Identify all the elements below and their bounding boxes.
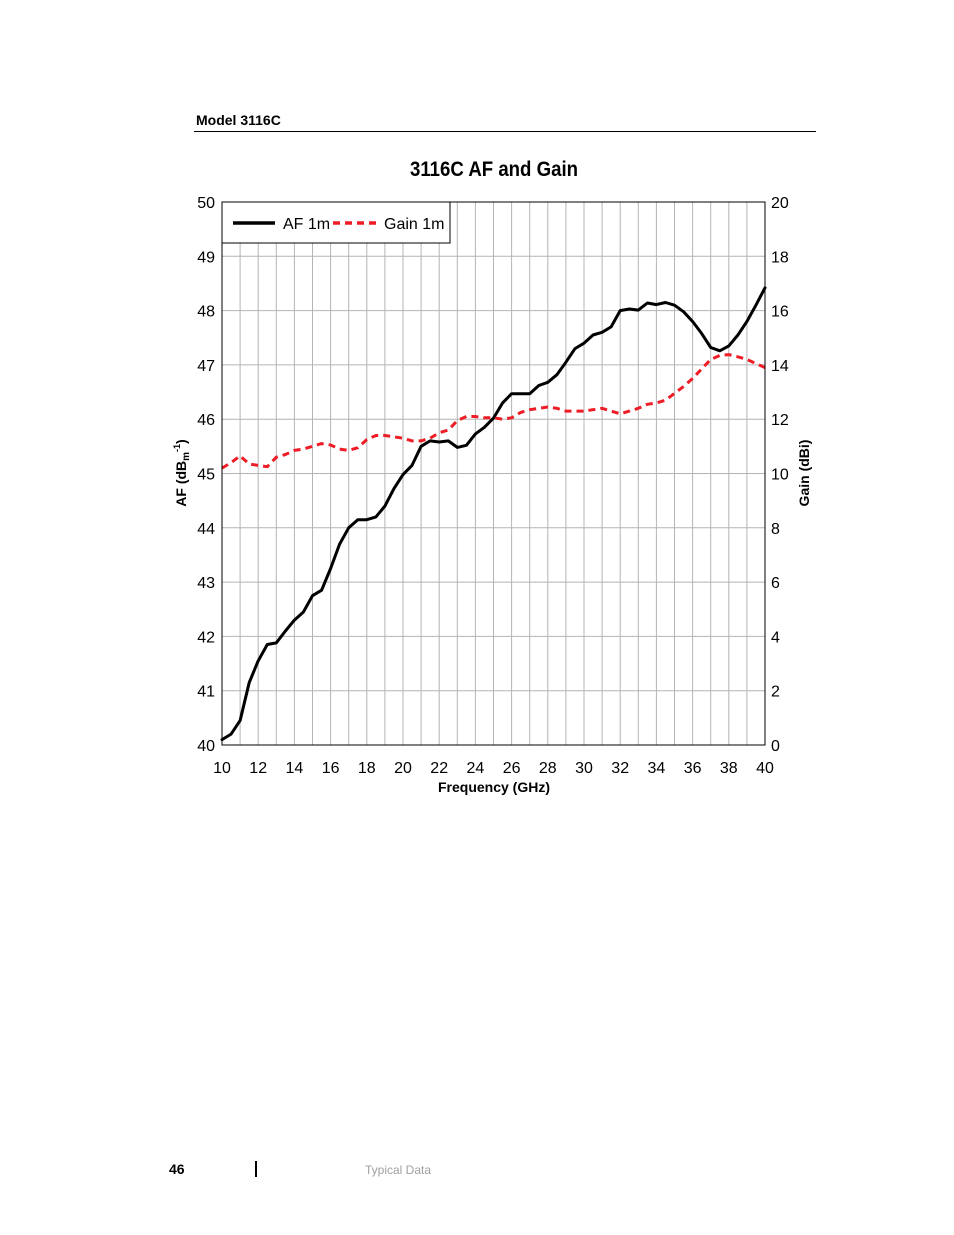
left-y-tick-label: 48 [197,304,215,321]
left-y-tick-label: 44 [197,521,215,538]
left-y-axis-label-end: ) [173,439,189,444]
left-y-tick-label: 47 [197,358,215,375]
page-number: 46 [169,1161,185,1177]
left-y-axis-label-sup: -1 [172,444,182,452]
right-y-tick-label: 14 [771,358,789,375]
left-y-axis-label: AF (dBm-1) [172,439,192,506]
x-tick-label: 14 [286,760,304,777]
left-y-tick-label: 45 [197,467,215,484]
header-divider [194,131,816,132]
right-y-tick-label: 6 [771,575,780,592]
left-y-tick-labels: 40 41 42 43 44 45 46 47 48 49 50 [197,195,215,755]
x-tick-label: 34 [648,760,666,777]
model-label: Model 3116C [196,112,281,128]
right-y-tick-label: 16 [771,304,789,321]
left-y-tick-label: 40 [197,738,215,755]
x-tick-label: 38 [720,760,738,777]
x-tick-label: 22 [430,760,448,777]
right-y-tick-label: 10 [771,467,789,484]
x-tick-label: 10 [213,760,231,777]
legend-label-af: AF 1m [283,216,330,233]
footer-separator [255,1161,257,1177]
x-tick-label: 16 [322,760,340,777]
x-tick-label: 26 [503,760,521,777]
left-y-tick-label: 46 [197,412,215,429]
right-y-tick-label: 12 [771,412,789,429]
grid-lines [221,201,766,746]
plot-frame [221,201,766,746]
left-y-tick-label: 49 [197,249,215,266]
right-y-tick-label: 2 [771,684,780,701]
footer-section-title: Typical Data [365,1163,432,1177]
x-tick-label: 12 [249,760,267,777]
right-y-tick-label: 0 [771,738,780,755]
right-y-tick-label: 8 [771,521,780,538]
left-y-axis-label-main: AF (dB [173,461,189,507]
legend-label-gain: Gain 1m [384,216,444,233]
series-layer [220,286,767,742]
x-tick-labels: 10 12 14 16 18 20 22 24 26 28 30 32 34 36 38 40 [213,760,774,777]
right-y-tick-label: 20 [771,195,789,212]
left-y-tick-label: 43 [197,575,215,592]
x-tick-label: 36 [684,760,702,777]
left-y-tick-label: 50 [197,195,215,212]
left-y-tick-label: 42 [197,629,215,646]
x-axis-label: Frequency (GHz) [438,779,550,795]
x-tick-label: 18 [358,760,376,777]
right-y-tick-labels: 0 2 4 6 8 10 12 14 16 18 20 [771,195,789,755]
legend: AF 1m Gain 1m [221,201,451,244]
right-y-tick-label: 4 [771,629,780,646]
x-tick-label: 40 [756,760,774,777]
left-y-axis-label-sub: m [181,452,192,461]
x-tick-label: 28 [539,760,557,777]
right-y-tick-label: 18 [771,249,789,266]
x-tick-label: 32 [611,760,629,777]
series-line-af [220,286,767,742]
x-tick-label: 30 [575,760,593,777]
chart-title: 3116C AF and Gain [410,158,578,181]
x-tick-label: 20 [394,760,412,777]
right-y-axis-label: Gain (dBi) [796,440,812,507]
left-y-tick-label: 41 [197,684,215,701]
x-tick-label: 24 [467,760,485,777]
